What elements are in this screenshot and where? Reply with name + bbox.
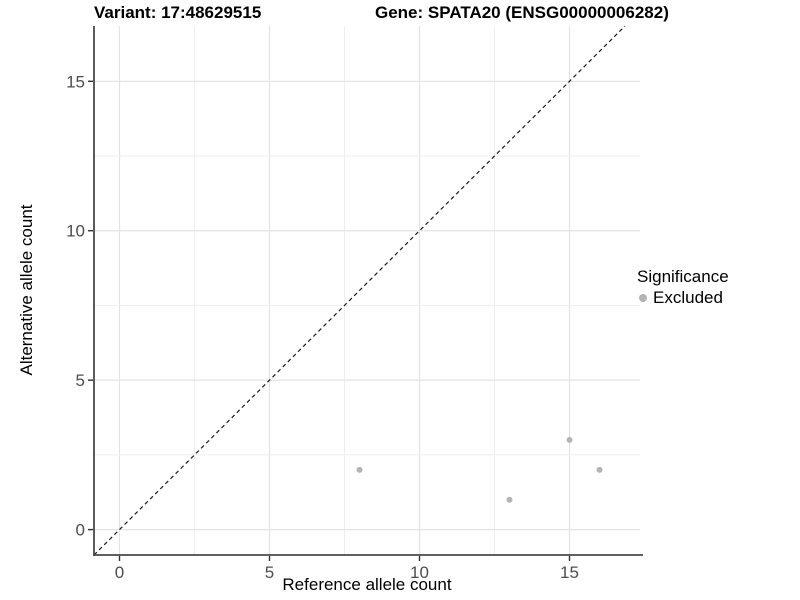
data-point <box>356 466 363 473</box>
legend-title: Significance <box>637 267 729 286</box>
x-tick-label: 10 <box>410 563 429 582</box>
excluded-point-icon <box>639 294 647 302</box>
plot-title-gene: Gene: SPATA20 (ENSG00000006282) <box>375 3 669 22</box>
x-tick-label: 5 <box>265 563 274 582</box>
y-axis-title: Alternative allele count <box>17 204 36 376</box>
y-tick-label: 0 <box>76 521 85 540</box>
legend-item-excluded: Excluded <box>637 288 729 308</box>
x-tick-label: 15 <box>560 563 579 582</box>
legend: Significance Excluded <box>637 266 729 308</box>
data-point <box>506 496 513 503</box>
identity-line <box>93 25 626 556</box>
legend-item-label: Excluded <box>653 288 723 307</box>
y-tick-label: 5 <box>76 371 85 390</box>
data-point <box>596 466 603 473</box>
plot-title-variant: Variant: 17:48629515 <box>94 3 262 22</box>
x-tick-label: 0 <box>115 563 124 582</box>
x-axis-title: Reference allele count <box>282 575 452 594</box>
y-tick-label: 10 <box>66 222 85 241</box>
data-point <box>566 436 573 443</box>
y-tick-label: 15 <box>66 72 85 91</box>
